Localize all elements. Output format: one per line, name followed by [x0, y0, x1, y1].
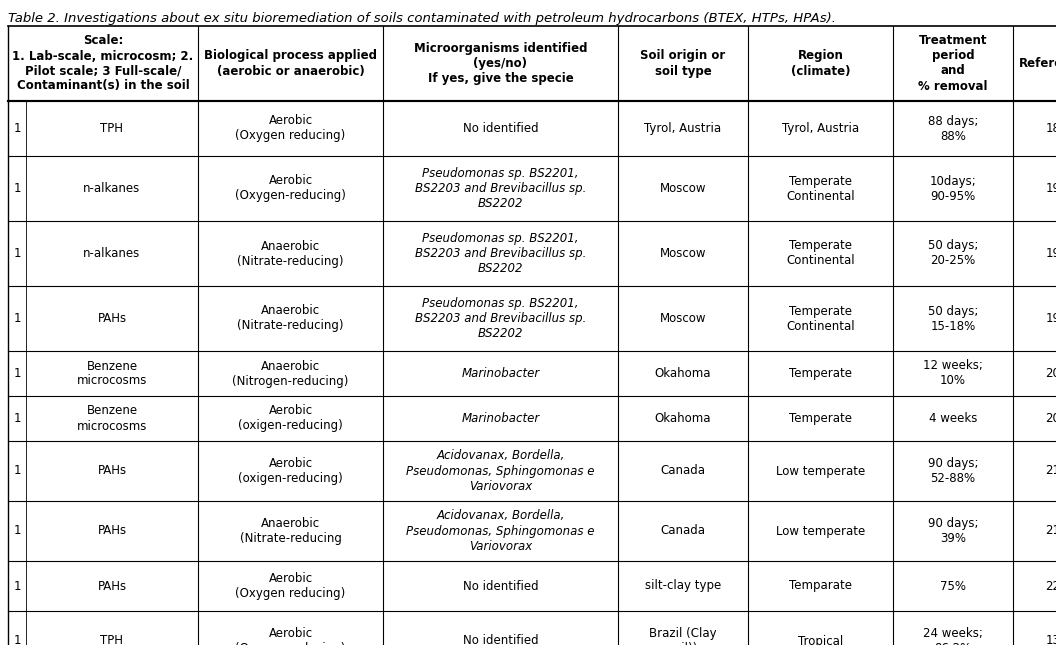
Text: Aerobic
(Oxygen reducing): Aerobic (Oxygen reducing) [235, 115, 345, 143]
Text: 13: 13 [1045, 635, 1056, 645]
Text: silt-clay type: silt-clay type [645, 579, 721, 593]
Text: 90 days;
39%: 90 days; 39% [928, 517, 978, 545]
Text: Tyrol, Austria: Tyrol, Austria [644, 122, 721, 135]
Text: TPH: TPH [100, 635, 124, 645]
Text: 19: 19 [1045, 247, 1056, 260]
Text: Aerobic
(Oxygen reducing): Aerobic (Oxygen reducing) [235, 627, 345, 645]
Text: PAHs: PAHs [97, 524, 127, 537]
Text: 12 weeks;
10%: 12 weeks; 10% [923, 359, 983, 388]
Text: 88 days;
88%: 88 days; 88% [928, 115, 978, 143]
Text: Acidovanax, Bordella,
Pseudomonas, Sphingomonas e
Variovorax: Acidovanax, Bordella, Pseudomonas, Sphin… [407, 450, 595, 493]
Text: Okahoma: Okahoma [655, 367, 712, 380]
Text: 1: 1 [14, 312, 21, 325]
Text: 1: 1 [14, 579, 21, 593]
Text: 18: 18 [1045, 122, 1056, 135]
Text: 1: 1 [14, 182, 21, 195]
Text: 1: 1 [14, 464, 21, 477]
Text: Scale:
1. Lab-scale, microcosm; 2.
Pilot scale; 3 Full-scale/
Contaminant(s) in : Scale: 1. Lab-scale, microcosm; 2. Pilot… [13, 34, 193, 92]
Text: 22: 22 [1045, 579, 1056, 593]
Text: 90 days;
52-88%: 90 days; 52-88% [928, 457, 978, 485]
Text: Treatment
period
and
% removal: Treatment period and % removal [919, 34, 987, 92]
Text: Anaerobic
(Nitrogen-reducing): Anaerobic (Nitrogen-reducing) [232, 359, 348, 388]
Text: Anaerobic
(Nitrate-reducing): Anaerobic (Nitrate-reducing) [238, 239, 344, 268]
Text: Canada: Canada [660, 524, 705, 537]
Text: Moscow: Moscow [660, 312, 706, 325]
Text: Canada: Canada [660, 464, 705, 477]
Text: Pseudomonas sp. BS2201,
BS2203 and Brevibacillus sp.
BS2202: Pseudomonas sp. BS2201, BS2203 and Brevi… [415, 297, 586, 340]
Text: Biological process applied
(aerobic or anaerobic): Biological process applied (aerobic or a… [204, 50, 377, 77]
Text: Brazil (Clay
soil)): Brazil (Clay soil)) [649, 627, 717, 645]
Text: 50 days;
15-18%: 50 days; 15-18% [928, 304, 978, 333]
Text: Benzene
microcosms: Benzene microcosms [77, 404, 147, 433]
Text: 1: 1 [14, 122, 21, 135]
Text: Anaerobic
(Nitrate-reducing: Anaerobic (Nitrate-reducing [240, 517, 341, 545]
Text: 1: 1 [14, 524, 21, 537]
Text: Temperate: Temperate [789, 367, 852, 380]
Text: No identified: No identified [463, 579, 539, 593]
Text: 4 weeks: 4 weeks [929, 412, 977, 425]
Text: Aerobic
(oxigen-reducing): Aerobic (oxigen-reducing) [238, 457, 343, 485]
Text: PAHs: PAHs [97, 464, 127, 477]
Text: 24 weeks;
86.2%: 24 weeks; 86.2% [923, 627, 983, 645]
Text: Temperate: Temperate [789, 412, 852, 425]
Text: Table 2. Investigations about ex situ bioremediation of soils contaminated with : Table 2. Investigations about ex situ bi… [8, 12, 836, 25]
Text: Microorganisms identified
(yes/no)
If yes, give the specie: Microorganisms identified (yes/no) If ye… [414, 42, 587, 85]
Text: 10days;
90-95%: 10days; 90-95% [929, 175, 977, 203]
Text: 19: 19 [1045, 182, 1056, 195]
Text: 1: 1 [14, 412, 21, 425]
Text: Reference: Reference [1019, 57, 1056, 70]
Text: Anaerobic
(Nitrate-reducing): Anaerobic (Nitrate-reducing) [238, 304, 344, 333]
Text: Pseudomonas sp. BS2201,
BS2203 and Brevibacillus sp.
BS2202: Pseudomonas sp. BS2201, BS2203 and Brevi… [415, 232, 586, 275]
Text: Tyrol, Austria: Tyrol, Austria [781, 122, 860, 135]
Text: n-alkanes: n-alkanes [83, 247, 140, 260]
Text: 20: 20 [1045, 412, 1056, 425]
Text: Aerobic
(oxigen-reducing): Aerobic (oxigen-reducing) [238, 404, 343, 433]
Text: Temparate: Temparate [789, 579, 852, 593]
Text: Temperate
Continental: Temperate Continental [786, 304, 854, 333]
Text: No identified: No identified [463, 635, 539, 645]
Text: n-alkanes: n-alkanes [83, 182, 140, 195]
Text: Pseudomonas sp. BS2201,
BS2203 and Brevibacillus sp.
BS2202: Pseudomonas sp. BS2201, BS2203 and Brevi… [415, 167, 586, 210]
Text: 20: 20 [1045, 367, 1056, 380]
Text: 21: 21 [1045, 524, 1056, 537]
Text: 21: 21 [1045, 464, 1056, 477]
Text: Tropical: Tropical [798, 635, 843, 645]
Text: Marinobacter: Marinobacter [461, 412, 540, 425]
Text: Soil origin or
soil type: Soil origin or soil type [640, 50, 725, 77]
Text: PAHs: PAHs [97, 312, 127, 325]
Text: Moscow: Moscow [660, 182, 706, 195]
Text: Low temperate: Low temperate [776, 524, 865, 537]
Text: Marinobacter: Marinobacter [461, 367, 540, 380]
Text: 1: 1 [14, 635, 21, 645]
Text: Low temperate: Low temperate [776, 464, 865, 477]
Text: Aerobic
(Oxygen-reducing): Aerobic (Oxygen-reducing) [235, 175, 346, 203]
Text: PAHs: PAHs [97, 579, 127, 593]
Text: 1: 1 [14, 247, 21, 260]
Text: No identified: No identified [463, 122, 539, 135]
Text: 75%: 75% [940, 579, 966, 593]
Text: 19: 19 [1045, 312, 1056, 325]
Text: Moscow: Moscow [660, 247, 706, 260]
Text: Temperate
Continental: Temperate Continental [786, 239, 854, 268]
Text: Region
(climate): Region (climate) [791, 50, 850, 77]
Text: Aerobic
(Oxygen reducing): Aerobic (Oxygen reducing) [235, 572, 345, 600]
Text: Acidovanax, Bordella,
Pseudomonas, Sphingomonas e
Variovorax: Acidovanax, Bordella, Pseudomonas, Sphin… [407, 510, 595, 553]
Text: 1: 1 [14, 367, 21, 380]
Text: 50 days;
20-25%: 50 days; 20-25% [928, 239, 978, 268]
Text: Benzene
microcosms: Benzene microcosms [77, 359, 147, 388]
Text: Temperate
Continental: Temperate Continental [786, 175, 854, 203]
Text: TPH: TPH [100, 122, 124, 135]
Text: Okahoma: Okahoma [655, 412, 712, 425]
